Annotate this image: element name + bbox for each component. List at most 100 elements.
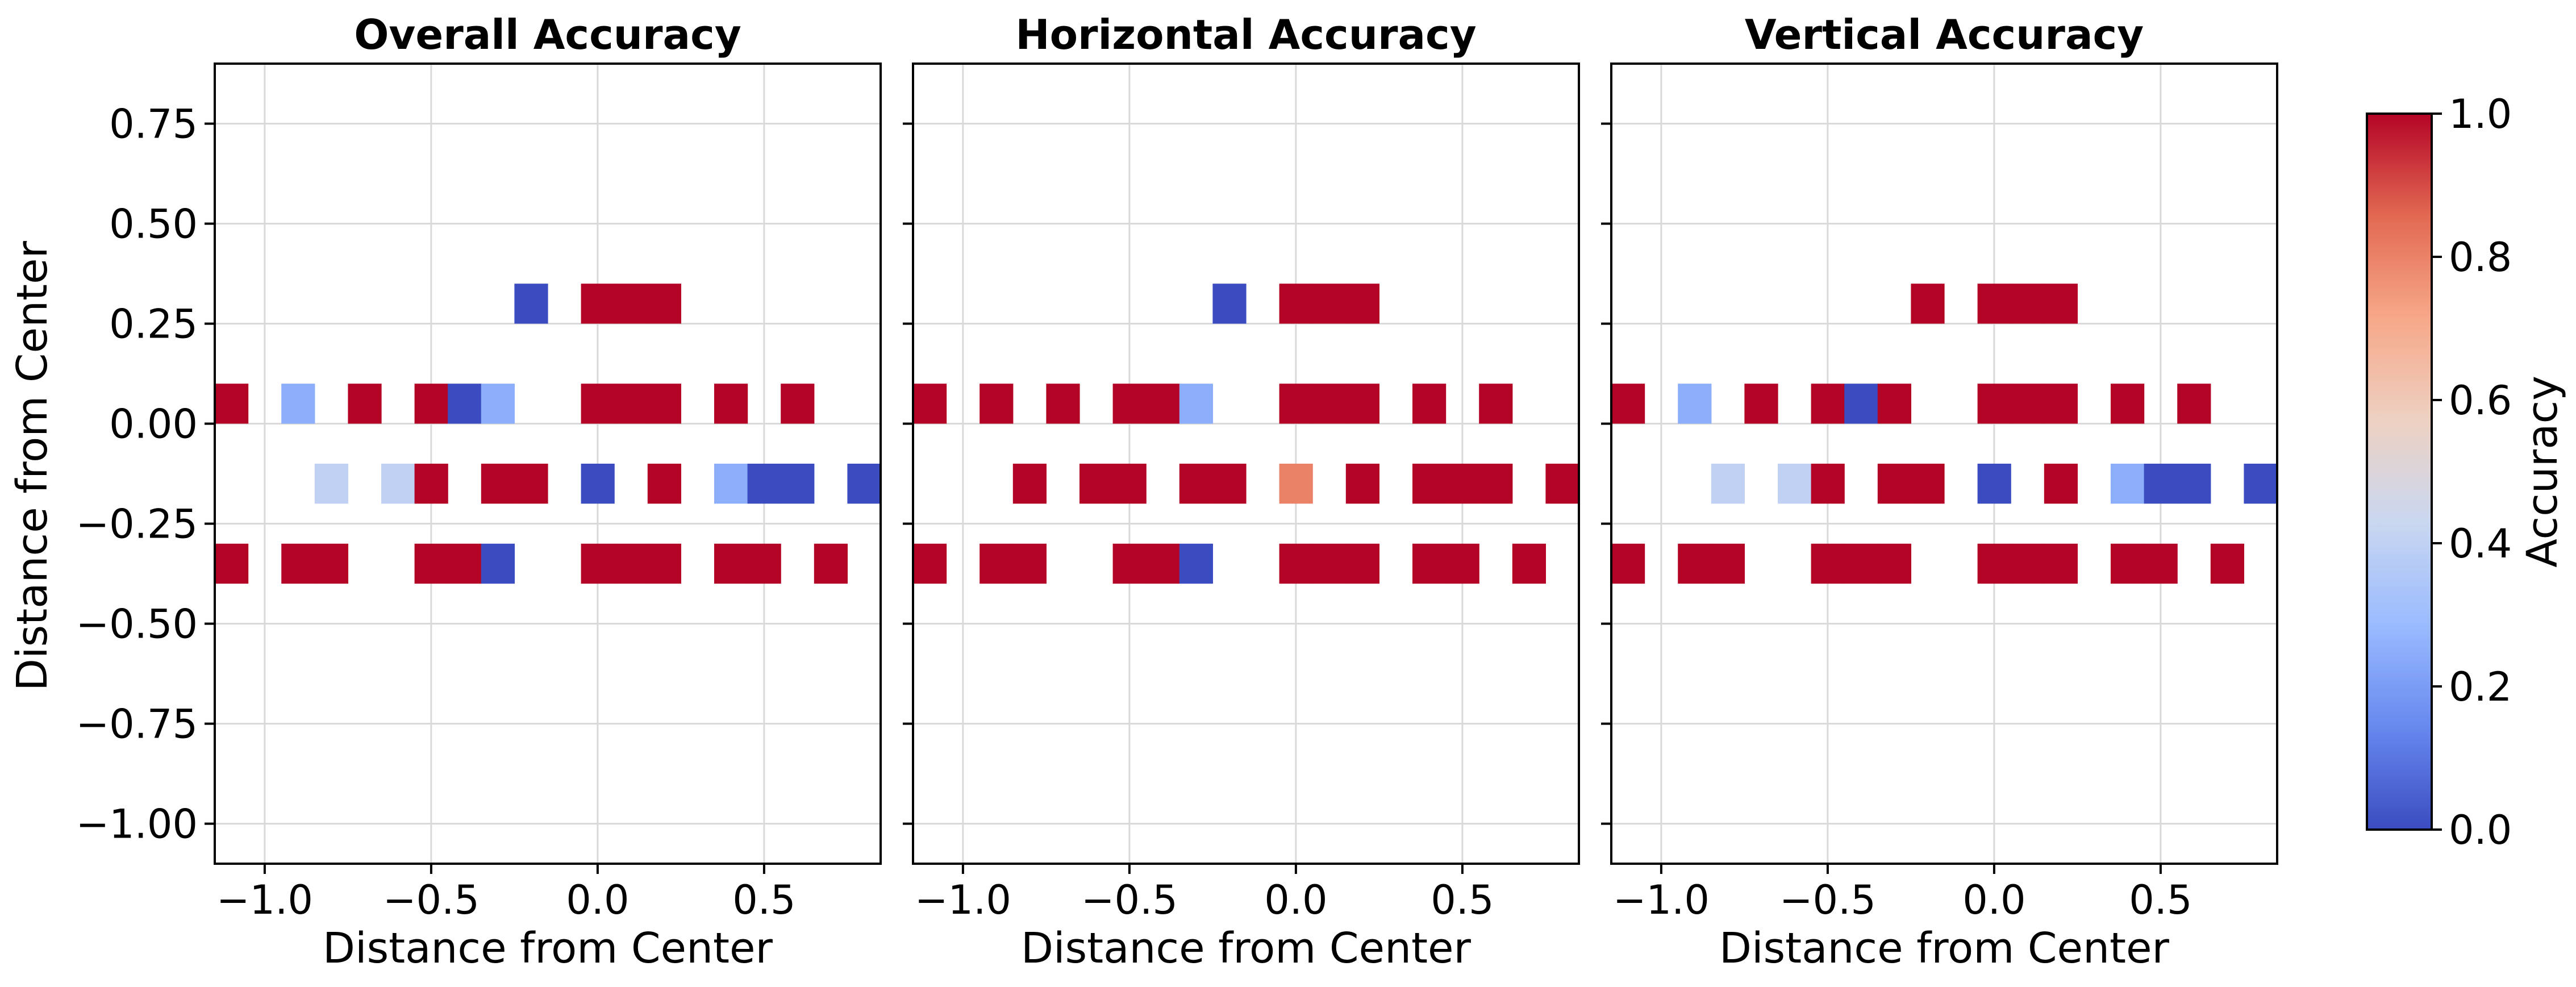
heatmap-cell [1212, 284, 1247, 324]
colorbar-tick-label: 0.8 [2449, 234, 2512, 281]
heatmap-cell [1844, 543, 1878, 584]
heatmap-cell [1412, 464, 1447, 504]
heatmap-cell [2044, 384, 2078, 424]
heatmap-cell [647, 464, 681, 504]
panel-title: Overall Accuracy [354, 11, 741, 59]
heatmap-cell [1412, 384, 1447, 424]
heatmap-cell [1445, 464, 1479, 504]
y-tick-label: 0.00 [109, 401, 198, 448]
heatmap-cell [1778, 464, 1812, 504]
heatmap-cell [1046, 384, 1080, 424]
heatmap-cell [581, 284, 615, 324]
heatmap-cell [481, 384, 515, 424]
heatmap-cell [2044, 543, 2078, 584]
heatmap-cell [1345, 464, 1379, 504]
heatmap-cell [581, 543, 615, 584]
heatmap-cell [1479, 464, 1513, 504]
heatmap-cell [448, 543, 482, 584]
heatmap-cell [1345, 543, 1379, 584]
heatmap-cell [1212, 464, 1247, 504]
heatmap-cell [1312, 543, 1347, 584]
heatmap-cell [1345, 384, 1379, 424]
panel-2: −1.0 −0.5 0.0 0.5 Horizontal Accuracy Distanc… [903, 11, 1580, 973]
colorbar-label: Accuracy [2518, 376, 2567, 568]
heatmap-cell [2210, 543, 2244, 584]
heatmap-cell [1678, 384, 1712, 424]
heatmap-cell [1844, 384, 1878, 424]
axes-frame [912, 63, 1580, 865]
heatmap-cell [1811, 384, 1845, 424]
heatmap-cell [481, 464, 515, 504]
colorbar-tick-label: 0.4 [2449, 520, 2512, 567]
heatmap-cell [979, 384, 1014, 424]
heatmap-cell [1877, 543, 1911, 584]
heatmap-cell [2144, 543, 2178, 584]
heatmap-cell [2044, 284, 2078, 324]
heatmap-cell [1711, 464, 1745, 504]
heatmap-cell [314, 464, 348, 504]
heatmap-cell [979, 543, 1014, 584]
x-tick-label: 0.0 [1962, 877, 2025, 923]
heatmap-cell [1512, 543, 1546, 584]
heatmap-cell [847, 464, 881, 504]
x-tick-label: 0.5 [1431, 877, 1494, 923]
x-axis-label: Distance from Center [1719, 924, 2169, 973]
heatmap-cell [2144, 464, 2178, 504]
panel-title: Horizontal Accuracy [1015, 11, 1476, 59]
y-tick-label: −0.50 [76, 601, 198, 648]
heatmap-cell [1279, 543, 1313, 584]
heatmap-cell [2111, 464, 2145, 504]
heatmap-cell [1678, 543, 1712, 584]
heatmap-cell [1611, 384, 1645, 424]
heatmap-cell [781, 384, 815, 424]
x-tick-label: 0.0 [566, 877, 629, 923]
heatmap-cell [1312, 384, 1347, 424]
heatmap-cell [1711, 543, 1745, 584]
heatmap-cell [1279, 384, 1313, 424]
heatmap-cell [1079, 464, 1114, 504]
heatmap-cell [1012, 543, 1047, 584]
heatmap-cell [647, 543, 681, 584]
colorbar: 0.0 0.2 0.4 0.6 0.8 1.0 Accuracy [2366, 91, 2567, 853]
heatmap-cell [1412, 543, 1447, 584]
heatmap-cell [714, 464, 748, 504]
heatmap-cell [2111, 384, 2145, 424]
heatmap-cell [2177, 464, 2211, 504]
heatmap-cell [1811, 543, 1845, 584]
heatmap-cell [814, 543, 848, 584]
heatmap-cell [714, 543, 748, 584]
colorbar-gradient [2366, 113, 2433, 831]
heatmap-cell [614, 284, 648, 324]
heatmap-cell [514, 284, 548, 324]
x-tick-label: −1.0 [1613, 877, 1710, 923]
heatmap-cell [913, 384, 947, 424]
colorbar-tick-label: 0.2 [2449, 664, 2512, 710]
heatmap-cell [414, 464, 448, 504]
heatmap-cell [1146, 384, 1180, 424]
heatmap-cell [1445, 543, 1479, 584]
heatmap-cell [1179, 384, 1213, 424]
heatmap-cell [1811, 464, 1845, 504]
panel-3: −1.0 −0.5 0.0 0.5 Vertical Accuracy Distance … [1601, 11, 2278, 973]
heatmap-cell [381, 464, 415, 504]
y-tick-label: 0.25 [109, 301, 198, 348]
x-axis-label: Distance from Center [323, 924, 773, 973]
heatmap-cell [1146, 543, 1180, 584]
heatmap-cell [514, 464, 548, 504]
x-tick-label: −1.0 [216, 877, 313, 923]
heatmap-cell [414, 543, 448, 584]
heatmap-cell [781, 464, 815, 504]
heatmap-cell [581, 384, 615, 424]
heatmap-cell [1479, 384, 1513, 424]
colorbar-tick-label: 1.0 [2449, 91, 2512, 138]
axes-frame [1610, 63, 2278, 865]
heatmap-cell [414, 384, 448, 424]
heatmap-cell [1977, 543, 2011, 584]
heatmap-cell [747, 543, 781, 584]
heatmap-cell [747, 464, 781, 504]
heatmap-cell [1279, 284, 1313, 324]
heatmap-cell [581, 464, 615, 504]
heatmap-cell [2244, 464, 2278, 504]
heatmap-cell [1911, 464, 1945, 504]
